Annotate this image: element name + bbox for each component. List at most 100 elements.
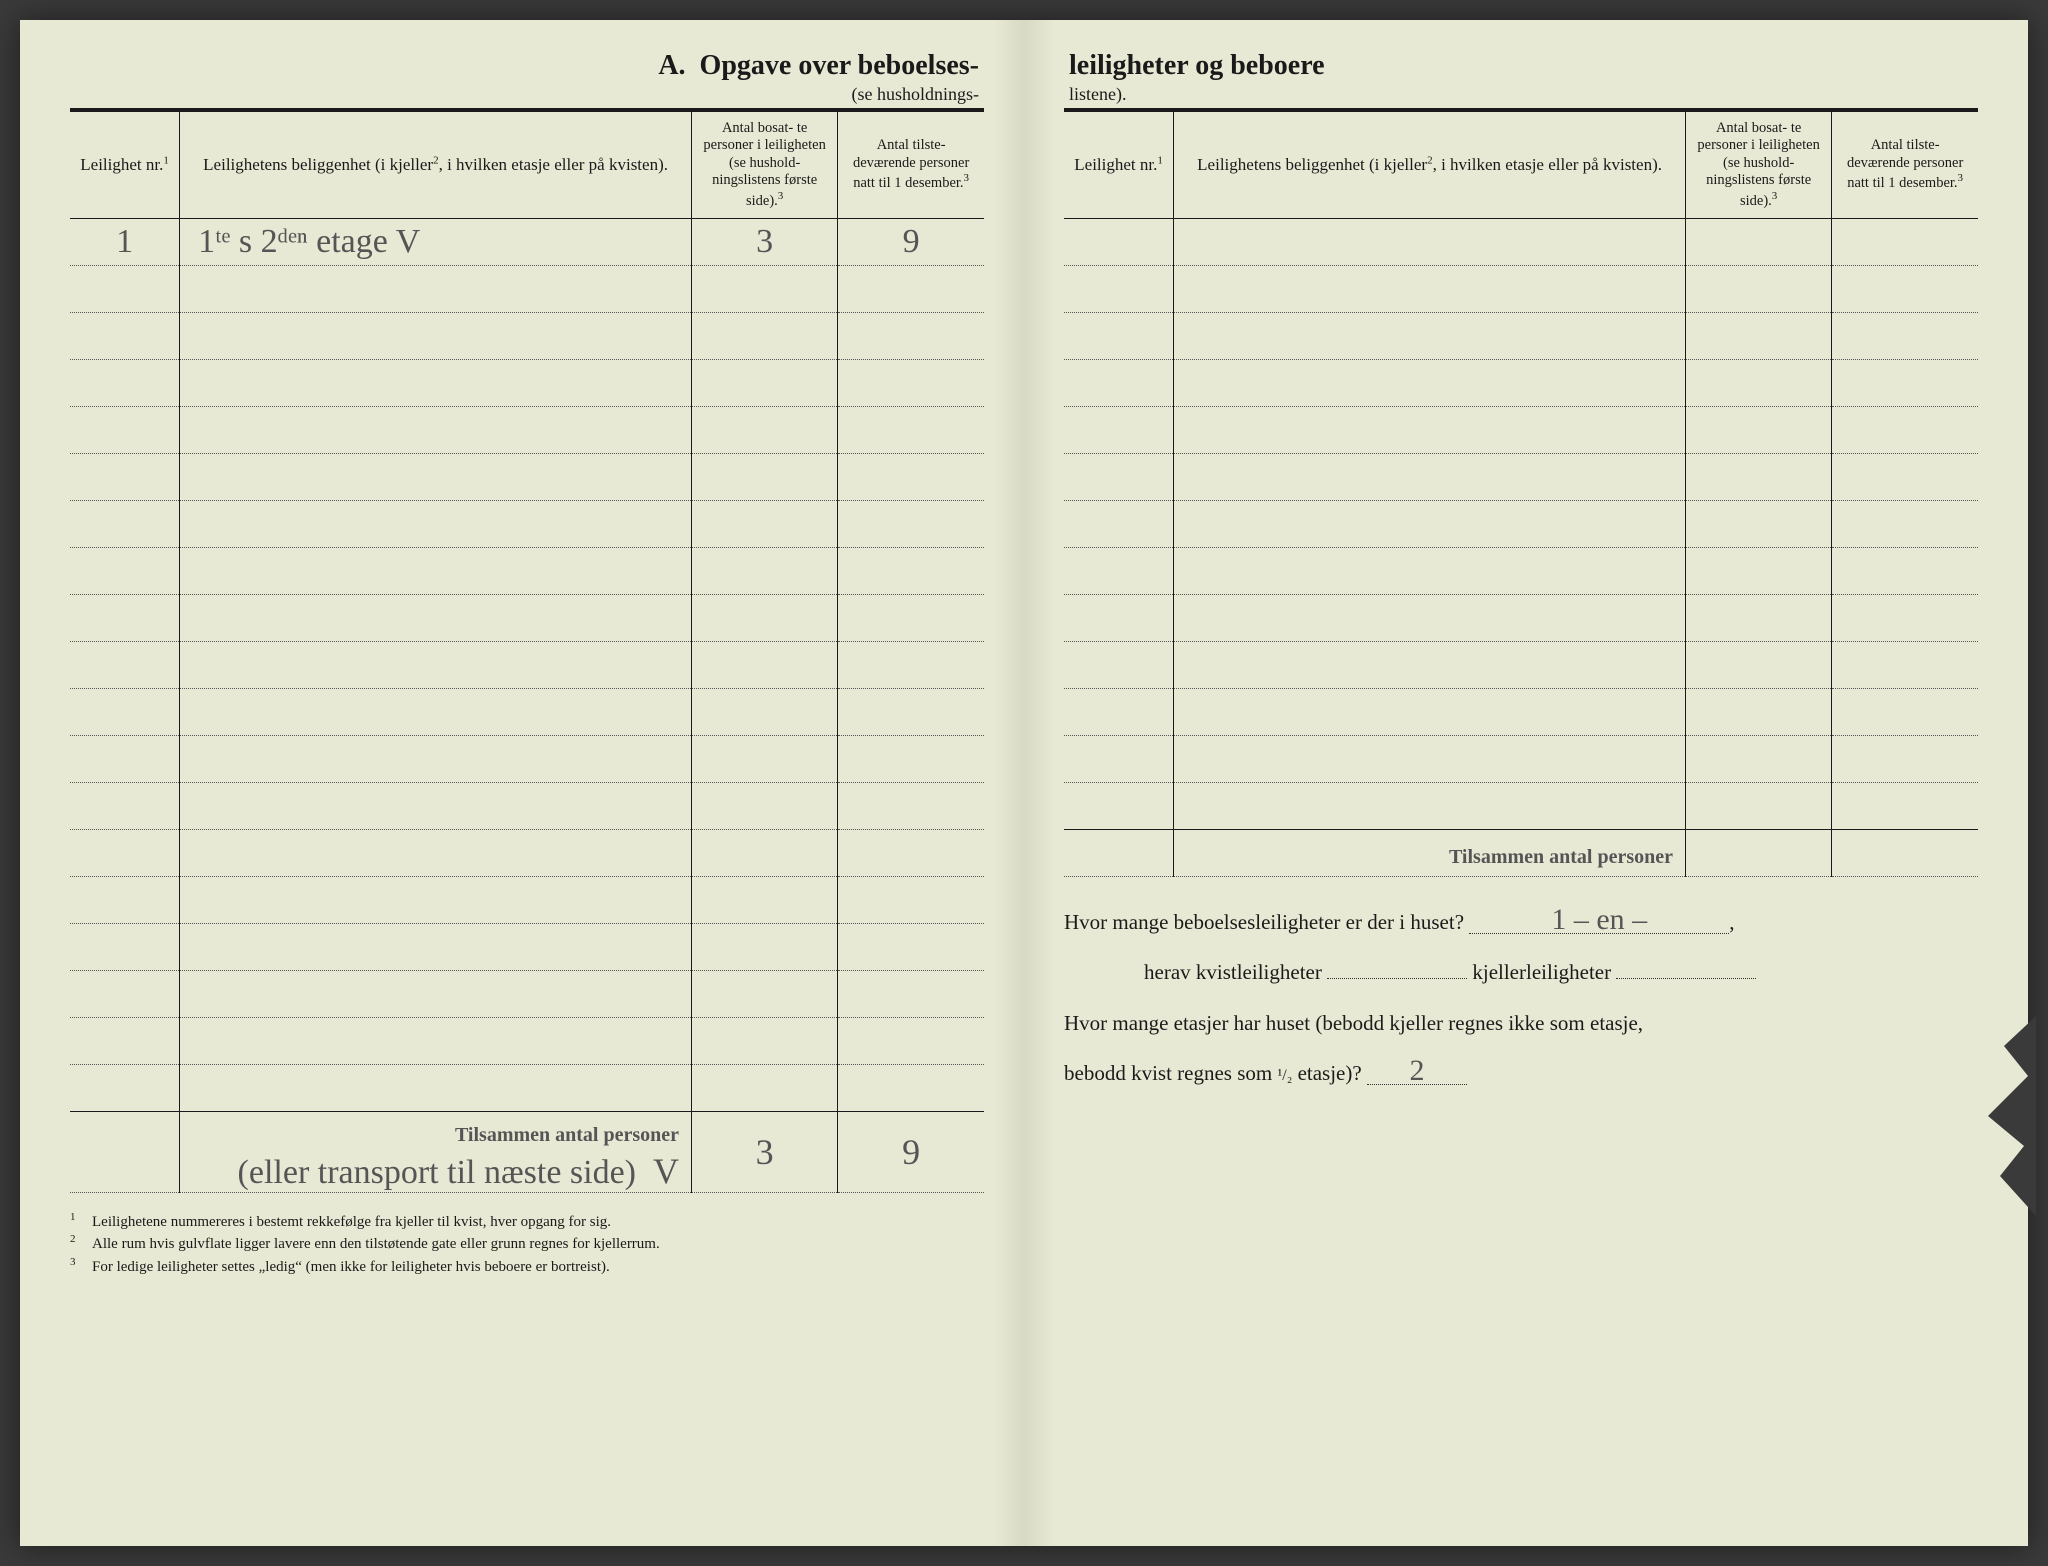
table-cell — [1064, 735, 1174, 782]
table-cell — [692, 312, 838, 359]
answer-2a — [1327, 978, 1467, 979]
table-cell: 1 — [70, 218, 180, 265]
table-cell — [692, 1017, 838, 1064]
table-cell — [1174, 688, 1686, 735]
table-row — [70, 1017, 984, 1064]
footnote-1: 1Leilighetene nummereres i bestemt rekke… — [70, 1211, 984, 1234]
table-cell — [838, 688, 984, 735]
table-cell — [1064, 547, 1174, 594]
table-cell — [1832, 406, 1978, 453]
table-cell — [838, 359, 984, 406]
table-cell — [180, 970, 692, 1017]
table-row — [70, 829, 984, 876]
table-cell — [1174, 359, 1686, 406]
table-row — [1064, 500, 1978, 547]
table-cell — [1686, 500, 1832, 547]
table-row — [70, 265, 984, 312]
left-page: A. Opgave over beboelses- (se husholdnin… — [20, 20, 1024, 1546]
table-row — [1064, 453, 1978, 500]
table-row — [1064, 735, 1978, 782]
table-cell — [180, 359, 692, 406]
table-row — [70, 500, 984, 547]
table-cell — [70, 829, 180, 876]
table-cell — [1686, 688, 1832, 735]
table-cell — [692, 406, 838, 453]
table-cell — [180, 453, 692, 500]
col-header-location: Leilighetens beliggenhet (i kjeller2, i … — [180, 112, 692, 218]
table-cell — [1686, 218, 1832, 265]
table-cell — [70, 406, 180, 453]
table-cell — [1064, 406, 1174, 453]
table-cell — [180, 265, 692, 312]
table-row — [70, 735, 984, 782]
table-cell — [838, 312, 984, 359]
table-cell — [1686, 265, 1832, 312]
table-row — [70, 594, 984, 641]
table-cell — [1174, 594, 1686, 641]
table-row — [1064, 547, 1978, 594]
table-cell — [692, 453, 838, 500]
question-1: Hvor mange beboelsesleiligheter er der i… — [1064, 897, 1978, 947]
subtitle-left: (se husholdnings- — [70, 84, 984, 112]
table-cell — [70, 359, 180, 406]
right-page: leiligheter og beboere listene). Leiligh… — [1024, 20, 2028, 1546]
table-cell — [1832, 688, 1978, 735]
table-cell — [838, 453, 984, 500]
table-cell — [1174, 312, 1686, 359]
table-cell — [70, 688, 180, 735]
table-cell — [1832, 218, 1978, 265]
table-row — [1064, 312, 1978, 359]
table-cell — [838, 829, 984, 876]
table-cell — [1174, 547, 1686, 594]
table-cell — [1064, 594, 1174, 641]
table-cell: 9 — [838, 218, 984, 265]
table-cell — [180, 923, 692, 970]
table-cell — [1832, 594, 1978, 641]
table-cell — [180, 406, 692, 453]
table-row — [70, 406, 984, 453]
table-cell — [70, 312, 180, 359]
table-cell: 3 — [692, 218, 838, 265]
question-2: herav kvistleiligheter kjellerleilighete… — [1064, 947, 1978, 997]
table-cell — [1064, 359, 1174, 406]
table-cell — [838, 735, 984, 782]
table-row — [70, 547, 984, 594]
table-cell — [180, 782, 692, 829]
table-cell — [70, 970, 180, 1017]
table-cell — [70, 1017, 180, 1064]
table-cell — [1686, 641, 1832, 688]
ledger-table-left: Leilighet nr.1 Leilighetens beliggenhet … — [70, 112, 984, 1193]
table-cell — [1064, 688, 1174, 735]
table-cell — [70, 1064, 180, 1111]
table-cell — [692, 1064, 838, 1111]
table-cell — [180, 312, 692, 359]
table-cell — [70, 594, 180, 641]
table-cell — [1832, 641, 1978, 688]
sum-label-left: Tilsammen antal personer (eller transpor… — [180, 1111, 692, 1192]
table-row — [70, 923, 984, 970]
table-cell — [70, 265, 180, 312]
table-cell — [180, 500, 692, 547]
table-row — [70, 970, 984, 1017]
table-cell — [838, 500, 984, 547]
table-row — [70, 688, 984, 735]
table-cell — [1174, 453, 1686, 500]
document-spread: A. Opgave over beboelses- (se husholdnin… — [20, 20, 2028, 1546]
table-cell — [70, 547, 180, 594]
table-row — [70, 876, 984, 923]
table-cell — [692, 594, 838, 641]
table-row — [1064, 359, 1978, 406]
table-cell — [1064, 500, 1174, 547]
table-cell — [1686, 782, 1832, 829]
table-cell — [838, 547, 984, 594]
table-cell — [1064, 641, 1174, 688]
col-header-nr-r: Leilighet nr.1 — [1064, 112, 1174, 218]
table-cell — [180, 735, 692, 782]
table-cell — [180, 829, 692, 876]
table-cell — [1832, 547, 1978, 594]
table-cell — [70, 641, 180, 688]
table-cell — [1686, 406, 1832, 453]
title-left: A. Opgave over beboelses- — [70, 50, 984, 82]
table-cell — [1174, 641, 1686, 688]
table-cell — [692, 782, 838, 829]
